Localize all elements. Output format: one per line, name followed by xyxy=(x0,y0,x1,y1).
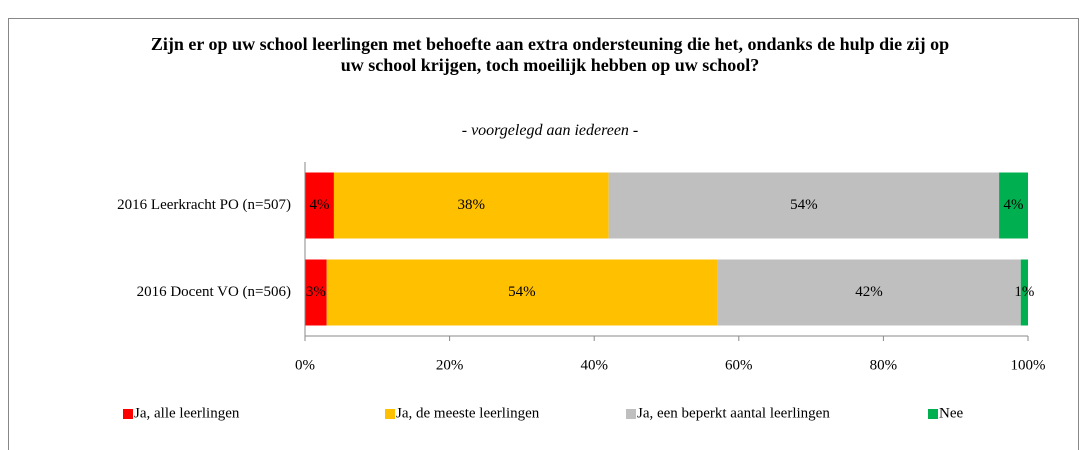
legend-swatch xyxy=(123,409,133,419)
legend-swatch xyxy=(928,409,938,419)
x-tick-label: 40% xyxy=(580,357,608,373)
chart-subtitle: - voorgelegd aan iedereen - xyxy=(461,122,639,139)
y-tick-label: 2016 Leerkracht PO (n=507) xyxy=(117,197,291,213)
bar-segment xyxy=(999,172,1028,239)
data-label: 1% xyxy=(1014,284,1034,300)
legend-label: Ja, alle leerlingen xyxy=(134,405,240,421)
bar-segment xyxy=(1020,259,1028,326)
bar-segment xyxy=(333,172,609,239)
data-label: 3% xyxy=(306,284,326,300)
legend-label: Nee xyxy=(939,405,963,421)
x-tick-label: 0% xyxy=(295,357,315,373)
chart-border xyxy=(8,18,1079,450)
chart-title: Zijn er op uw school leerlingen met beho… xyxy=(150,34,950,75)
x-tick-label: 60% xyxy=(725,357,753,373)
x-tick-label: 80% xyxy=(870,357,898,373)
bar-segment xyxy=(305,259,327,326)
y-tick-label: 2016 Docent VO (n=506) xyxy=(137,284,291,300)
legend-swatch xyxy=(626,409,636,419)
bar-segment xyxy=(717,259,1021,326)
data-label: 4% xyxy=(1004,197,1024,213)
data-label: 42% xyxy=(855,284,883,300)
data-label: 38% xyxy=(458,197,486,213)
legend-swatch xyxy=(385,409,395,419)
data-label: 54% xyxy=(790,197,818,213)
bar-segment xyxy=(326,259,718,326)
bar-segment xyxy=(305,172,334,239)
bar-segment xyxy=(608,172,1000,239)
legend-label: Ja, een beperkt aantal leerlingen xyxy=(637,405,830,421)
x-tick-label: 20% xyxy=(436,357,464,373)
data-label: 54% xyxy=(508,284,536,300)
data-label: 4% xyxy=(309,197,329,213)
x-tick-label: 100% xyxy=(1011,357,1046,373)
legend-label: Ja, de meeste leerlingen xyxy=(396,405,540,421)
